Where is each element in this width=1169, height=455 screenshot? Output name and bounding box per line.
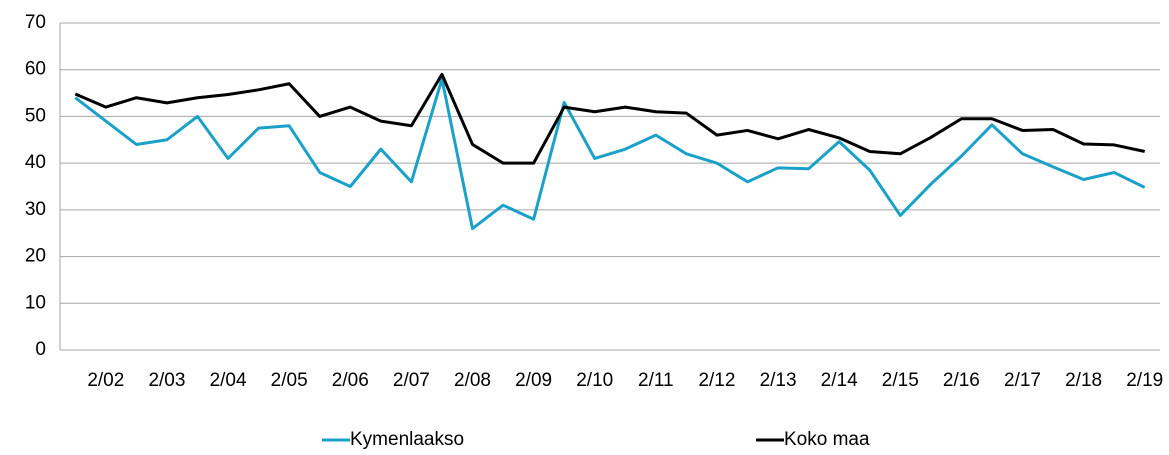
data-line	[74, 72, 1146, 165]
x-tick-label: 2/02	[87, 370, 124, 391]
x-tick-label: 2/14	[821, 370, 858, 391]
x-tick-label: 2/13	[760, 370, 797, 391]
x-tick-label: 2/18	[1065, 370, 1102, 391]
x-tick-label: 2/10	[576, 370, 613, 391]
x-tick-label: 2/17	[1004, 370, 1041, 391]
x-tick-label: 2/19	[1126, 370, 1163, 391]
x-tick-label: 2/03	[148, 370, 185, 391]
x-tick-label: 2/08	[454, 370, 491, 391]
x-tick-label: 2/04	[210, 370, 247, 391]
x-tick-label: 2/05	[271, 370, 308, 391]
x-tick-label: 2/06	[332, 370, 369, 391]
y-tick-label: 40	[25, 152, 46, 173]
x-tick-label: 2/09	[515, 370, 552, 391]
legend-label: Kymenlaakso	[350, 429, 464, 450]
x-tick-label: 2/07	[393, 370, 430, 391]
data-line	[74, 77, 1146, 231]
y-tick-label: 30	[25, 199, 46, 220]
legend-label: Koko maa	[784, 429, 870, 450]
x-tick-label: 2/12	[698, 370, 735, 391]
y-tick-label: 50	[25, 105, 46, 126]
x-tick-label: 2/15	[882, 370, 919, 391]
x-tick-label: 2/11	[638, 370, 674, 391]
x-tick-label: 2/16	[943, 370, 980, 391]
y-tick-label: 0	[35, 339, 46, 360]
y-tick-label: 70	[25, 12, 46, 33]
y-tick-label: 60	[25, 59, 46, 80]
y-tick-label: 10	[25, 292, 46, 313]
y-tick-label: 20	[25, 246, 46, 267]
